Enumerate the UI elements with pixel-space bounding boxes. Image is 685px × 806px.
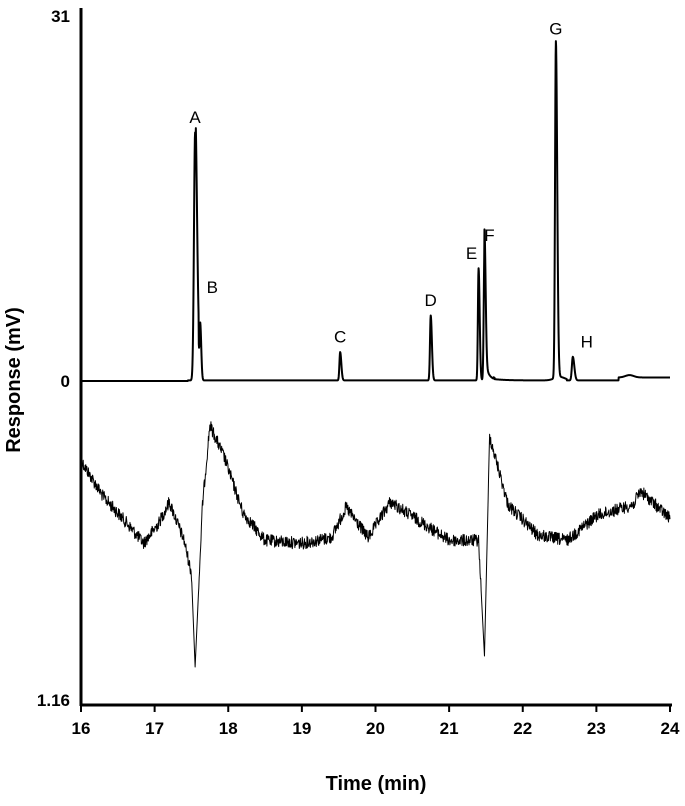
x-tick-label: 21	[440, 719, 459, 738]
y-tick-labels: 31 0 1.16	[37, 7, 70, 710]
peak-label-g: G	[549, 20, 562, 39]
peak-label-a: A	[189, 108, 201, 127]
peak-label-h: H	[581, 332, 593, 351]
x-tick-label: 17	[145, 719, 164, 738]
x-ticks: 16 17 18 19 20 21 22 23 24	[72, 705, 680, 738]
upper-trace-line	[80, 40, 671, 382]
x-tick-label: 18	[219, 719, 238, 738]
y-axis-title: Response (mV)	[3, 307, 25, 453]
axes	[79, 8, 672, 707]
x-tick-label: 23	[587, 719, 606, 738]
peak-label-f: F	[484, 226, 494, 245]
x-tick-label: 16	[72, 719, 91, 738]
peak-label-d: D	[425, 291, 437, 310]
peak-label-b: B	[207, 278, 218, 297]
x-tick-label: 22	[513, 719, 532, 738]
x-axis-title: Time (min)	[326, 773, 427, 795]
peak-labels: A B C D EF G H	[189, 20, 593, 352]
peak-label-c: C	[334, 328, 346, 347]
y-tick-label-top: 31	[51, 7, 70, 26]
x-tick-label: 24	[661, 719, 680, 738]
x-tick-label: 20	[366, 719, 385, 738]
x-tick-label: 19	[292, 719, 311, 738]
lower-trace-line	[80, 421, 671, 668]
y-tick-label-bottom: 1.16	[37, 691, 70, 710]
peak-label-e: E	[466, 244, 477, 263]
y-tick-label-middle: 0	[61, 372, 70, 391]
